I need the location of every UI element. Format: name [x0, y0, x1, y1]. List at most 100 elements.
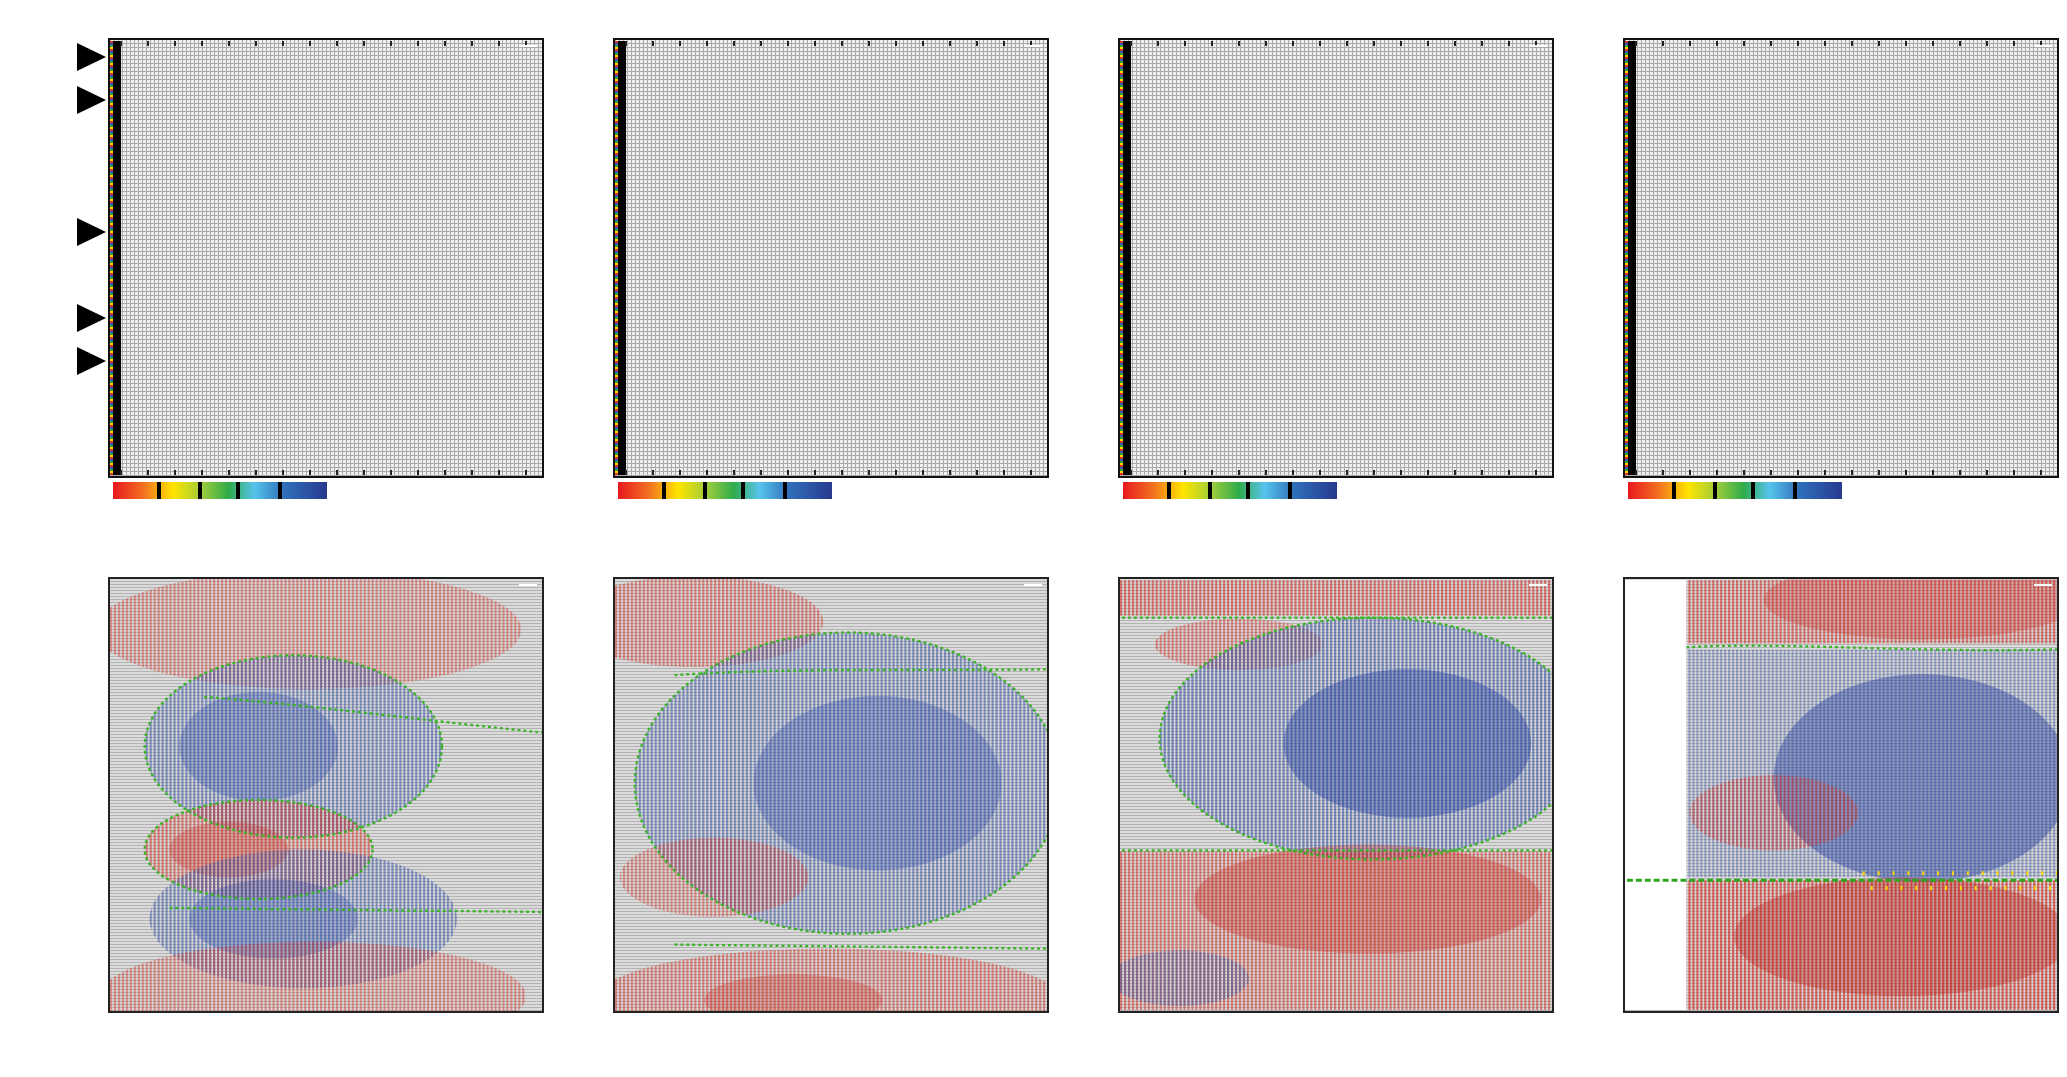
flow-region-core [1734, 877, 2057, 997]
flow-region-core [1763, 579, 2057, 640]
panel-tag [519, 584, 537, 586]
qmax-label [844, 548, 854, 575]
left-wall-bar [618, 41, 626, 475]
flow-plot [1118, 577, 1554, 1013]
flow-overlay [615, 579, 1047, 1011]
axis-ticks [625, 470, 1046, 475]
boundary-speckle [1120, 41, 1123, 475]
axis-ticks [1635, 470, 2056, 475]
flow-panel-title [108, 548, 544, 575]
q-contour [143, 654, 444, 839]
flow-panel-title [613, 548, 1049, 575]
flux-colorbar [1123, 482, 1337, 499]
flow-panel-title [1118, 548, 1554, 575]
flux-colorbar [113, 482, 327, 499]
flushed-left-zone [1625, 579, 1687, 1011]
panel-tag [2034, 584, 2052, 586]
axis-ticks [625, 41, 1046, 46]
panel-tag [1024, 584, 1042, 586]
qmax-label [1854, 548, 1864, 575]
flux-colorbar-legend [1118, 482, 1554, 499]
flow-region-core [1194, 844, 1542, 954]
column-1690y [1623, 0, 2059, 1077]
flow-region-core [1773, 674, 2057, 883]
contour-overlay [110, 40, 542, 476]
qmax-label [339, 548, 349, 575]
q-contour [674, 667, 1047, 677]
panel-tag [519, 45, 537, 47]
column-1200y [108, 0, 544, 1077]
flow-region-core [189, 879, 358, 959]
flow-rate-legend [108, 1020, 544, 1074]
flow-plot [613, 577, 1049, 1013]
boundary-speckle [110, 41, 113, 475]
flow-region [619, 837, 809, 917]
boundary-speckle [615, 41, 618, 475]
axis-ticks [120, 470, 541, 475]
flux-plot [108, 38, 544, 478]
dike-marker-20 [0, 80, 106, 120]
flow-region-core [753, 695, 1002, 871]
flow-region [110, 579, 522, 689]
panel-tag [1529, 584, 1547, 586]
flow-region-core [1283, 669, 1532, 818]
dike-marker-5 [0, 37, 106, 77]
contour-overlay [1120, 40, 1552, 476]
flow-panel-title [1623, 548, 2059, 575]
flow-region [1686, 579, 2057, 644]
flow-region [144, 655, 442, 838]
q-contour [674, 943, 1047, 950]
flow-overlay [1625, 579, 2057, 1011]
flow-plot [1623, 577, 2059, 1013]
dike-marker-95 [0, 298, 106, 338]
flow-overlay [110, 579, 542, 1011]
flux-plot [1623, 38, 2059, 478]
contour-overlay [615, 40, 1047, 476]
flow-overlay [1120, 579, 1552, 1011]
flow-region [615, 948, 1047, 1011]
flux-colorbar [618, 482, 832, 499]
flow-region [1120, 950, 1249, 1007]
flux-plot [613, 38, 1049, 478]
triangle-icon [77, 347, 106, 375]
column-1400y [613, 0, 1049, 1077]
dike-marker-110 [0, 341, 106, 381]
flux-colorbar-legend [1623, 482, 2059, 499]
contour-overlay [1625, 40, 2057, 476]
flow-region [110, 941, 527, 1011]
flow-region [1159, 617, 1552, 860]
flow-rate-legend [1118, 1020, 1554, 1074]
flow-rate-legend [613, 1020, 1049, 1074]
q-contour [169, 906, 542, 914]
flow-region [1120, 579, 1552, 616]
panel-tag [1529, 45, 1547, 47]
left-wall-bar [113, 41, 121, 475]
left-wall-bar [1628, 41, 1636, 475]
column-1600y [1118, 0, 1554, 1077]
q-contour [143, 798, 374, 901]
flow-plot [108, 577, 544, 1013]
qmax-label [1349, 548, 1359, 575]
boundary-speckle [1625, 41, 1628, 475]
triangle-icon [77, 218, 106, 246]
q-contour [204, 695, 542, 734]
axis-ticks [120, 41, 541, 46]
dike-marker-65 [0, 212, 106, 252]
axis-ticks [1130, 41, 1551, 46]
triangle-icon [77, 304, 106, 332]
flux-plot [1118, 38, 1554, 478]
flux-colorbar [1628, 482, 1842, 499]
flow-region [1689, 775, 1858, 851]
panel-tag [1024, 45, 1042, 47]
flow-region-core [704, 974, 883, 1011]
flow-rate-legend [1623, 1020, 2059, 1074]
axis-ticks [1130, 470, 1551, 475]
flux-colorbar-legend [108, 482, 544, 499]
left-wall-bar [1123, 41, 1131, 475]
panel-tag [2034, 45, 2052, 47]
triangle-icon [77, 43, 106, 71]
flow-region-core [179, 691, 338, 801]
axis-ticks [1635, 41, 2056, 46]
flow-region [1686, 880, 2057, 1011]
